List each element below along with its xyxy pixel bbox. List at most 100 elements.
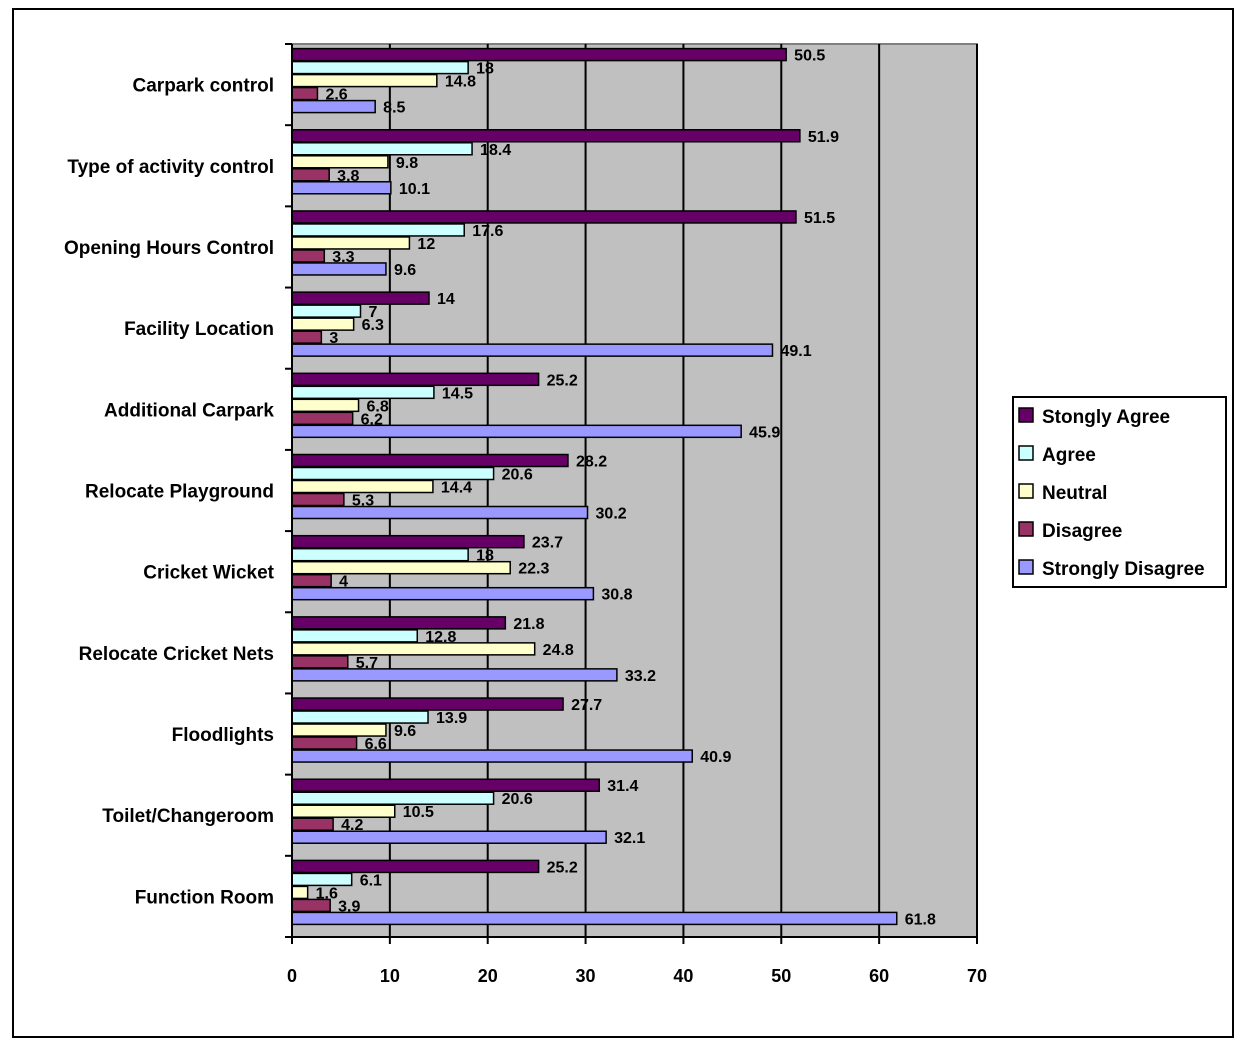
bar: [291, 547, 469, 562]
data-label: 27.7: [571, 697, 602, 714]
data-label: 14.8: [445, 74, 476, 91]
data-label: 1.6: [316, 885, 338, 902]
bar: [291, 236, 411, 250]
bar: [291, 129, 801, 143]
data-label: 9.6: [394, 723, 416, 740]
legend-label: Disagree: [1042, 521, 1122, 542]
bar: [291, 142, 473, 156]
data-label: 12.8: [425, 629, 456, 646]
bar: [291, 168, 330, 182]
bar: [291, 291, 430, 305]
data-label: 9.8: [396, 155, 418, 172]
legend-box: [1012, 396, 1227, 588]
data-label: 31.4: [607, 778, 638, 795]
data-label: 49.1: [780, 343, 811, 360]
bar: [291, 492, 345, 507]
data-label: 18: [476, 548, 494, 565]
axes-group: [285, 43, 978, 944]
data-label: 61.8: [905, 911, 936, 928]
bar: [291, 411, 354, 426]
bar: [291, 534, 525, 549]
data-label: 9.6: [394, 262, 416, 279]
data-label: 12: [417, 236, 435, 253]
bar: [291, 304, 362, 318]
data-label: 45.9: [749, 424, 780, 441]
bar: [291, 424, 742, 439]
legend-swatch: [1018, 445, 1034, 461]
legend-swatch: [1018, 559, 1034, 575]
bar: [291, 372, 540, 387]
bar: [291, 616, 507, 630]
bar: [291, 573, 332, 588]
legend-label: Agree: [1042, 445, 1096, 466]
legend-swatch: [1018, 483, 1034, 499]
data-label: 17.6: [472, 223, 503, 240]
data-label: 14: [437, 291, 455, 308]
bar: [291, 655, 349, 669]
data-label: 23.7: [532, 535, 563, 552]
bar: [291, 47, 787, 62]
legend-label: Strongly Disagree: [1042, 559, 1205, 580]
bar: [291, 778, 601, 792]
category-label: Floodlights: [172, 725, 274, 746]
bar: [291, 398, 360, 413]
data-label: 18: [476, 61, 494, 78]
bar: [291, 249, 326, 263]
data-label: 7: [369, 304, 378, 321]
data-label: 28.2: [576, 454, 607, 471]
data-label: 51.9: [808, 129, 839, 146]
bar: [291, 330, 323, 344]
x-tick-label: 50: [771, 966, 791, 986]
data-label: 3.9: [338, 898, 360, 915]
data-label: 25.2: [547, 372, 578, 389]
data-label: 32.1: [614, 830, 645, 847]
category-label: Type of activity control: [67, 157, 274, 178]
x-tick-label: 20: [478, 966, 498, 986]
category-label: Additional Carpark: [104, 400, 274, 421]
bar: [291, 697, 564, 711]
data-label: 3.3: [332, 249, 354, 266]
bar: [291, 86, 319, 101]
data-label: 6.2: [361, 411, 383, 428]
bar: [291, 872, 353, 887]
bar: [291, 723, 387, 737]
data-label: 22.3: [518, 561, 549, 578]
data-label: 6.6: [365, 736, 387, 753]
bar: [291, 73, 438, 88]
bar: [291, 343, 774, 357]
x-tick-label: 0: [287, 966, 297, 986]
legend-swatch: [1018, 407, 1034, 423]
bar: [291, 710, 429, 724]
data-label: 8.5: [383, 100, 405, 117]
data-label: 10.1: [399, 181, 430, 198]
x-tick-label: 70: [967, 966, 987, 986]
category-label: Opening Hours Control: [64, 238, 274, 259]
data-label: 6.3: [362, 317, 384, 334]
category-label: Toilet/Changeroom: [102, 806, 274, 827]
category-label: Facility Location: [124, 319, 274, 340]
bar: [291, 885, 309, 900]
legend-label: Neutral: [1042, 483, 1107, 504]
bar: [291, 736, 358, 750]
bar: [291, 911, 898, 926]
bars-group: [291, 47, 898, 926]
data-label: 50.5: [794, 48, 825, 65]
bar: [291, 586, 595, 601]
bar: [291, 453, 569, 468]
legend-swatch: [1018, 521, 1034, 537]
data-label: 21.8: [513, 616, 544, 633]
bar: [291, 817, 334, 831]
data-label: 30.8: [601, 587, 632, 604]
data-label: 20.6: [502, 467, 533, 484]
data-label: 14.4: [441, 480, 472, 497]
x-tick-label: 40: [673, 966, 693, 986]
data-label: 13.9: [436, 710, 467, 727]
category-label: Function Room: [135, 887, 274, 908]
data-label: 4.2: [341, 817, 363, 834]
data-label: 6.8: [367, 398, 389, 415]
category-label: Cricket Wicket: [143, 563, 274, 584]
bar: [291, 223, 465, 237]
data-label: 18.4: [480, 142, 511, 159]
bar: [291, 804, 396, 818]
